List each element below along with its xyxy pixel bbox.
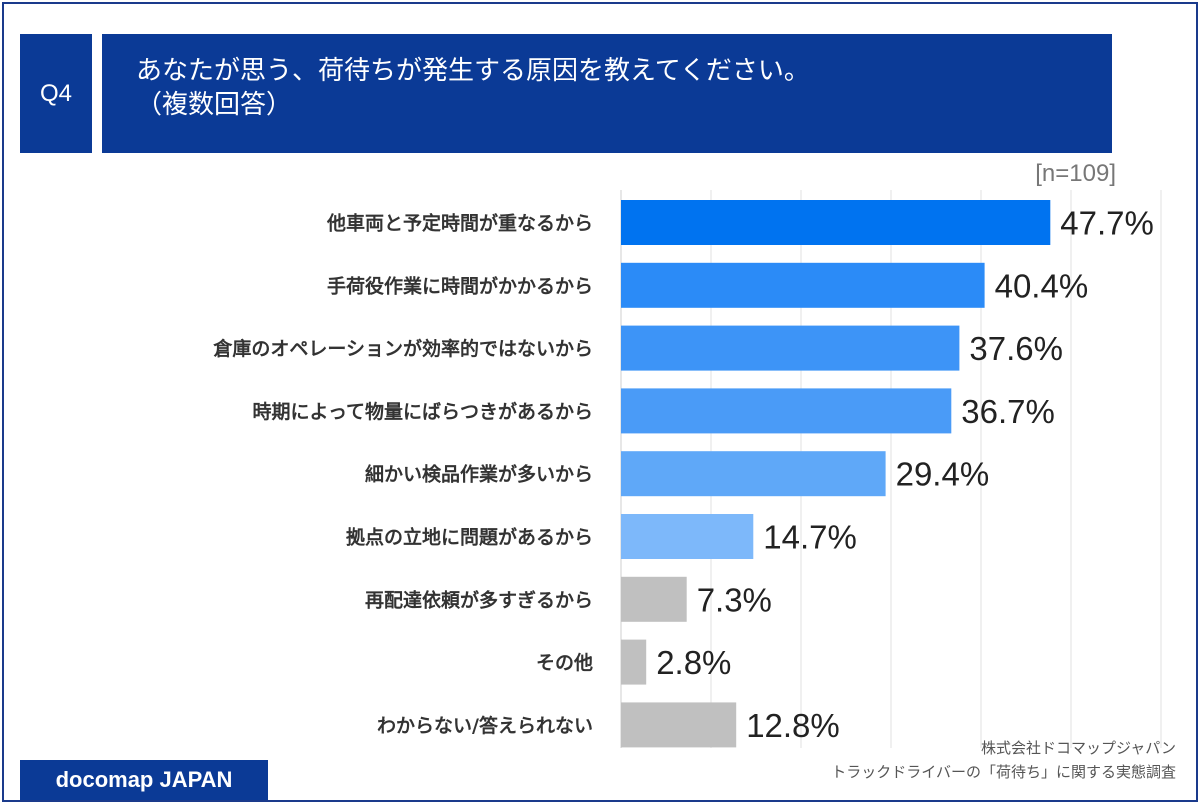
bar [621,262,985,308]
bar [621,514,754,559]
category-label: わからない/答えられない [377,714,593,737]
sample-size-label: [n=109] [1035,160,1116,187]
source-survey: トラックドライバーの「荷待ち」に関する実態調査 [831,763,1176,781]
bar [621,451,886,497]
value-label: 2.8% [656,644,731,681]
category-label: 拠点の立地に問題があるから [346,526,593,549]
value-label: 12.8% [746,707,840,744]
category-label: 再配達依頼が多すぎるから [365,588,593,611]
bar [621,200,1051,245]
value-label: 29.4% [896,456,990,493]
bar [621,639,647,685]
bar [621,576,687,622]
value-label: 7.3% [697,581,772,618]
bar [621,325,960,371]
value-label: 37.6% [969,330,1063,367]
value-label: 40.4% [995,267,1089,304]
question-title-box: あなたが思う、荷待ちが発生する原因を教えてください。 （複数回答） [102,34,1112,153]
source-note: 株式会社ドコマップジャパン トラックドライバーの「荷待ち」に関する実態調査 [831,736,1176,784]
question-number: Q4 [20,34,92,153]
value-label: 14.7% [763,519,857,556]
company-logo: docomap JAPAN [20,760,268,800]
category-label: 時期によって物量にばらつきがあるから [253,400,593,423]
question-title: あなたが思う、荷待ちが発生する原因を教えてください。 [136,56,810,86]
category-label: 手荷役作業に時間がかかるから [327,274,593,297]
bar [621,388,952,434]
category-label: 他車両と予定時間が重なるから [326,212,593,235]
question-subtitle: （複数回答） [136,90,293,120]
source-company: 株式会社ドコマップジャパン [980,739,1176,757]
value-label: 36.7% [961,393,1055,430]
bar [621,702,737,748]
category-label: その他 [536,651,593,674]
value-label: 47.7% [1060,205,1154,242]
category-label: 細かい検品作業が多いから [365,463,593,486]
category-label: 倉庫のオペレーションが効率的ではないから [212,337,593,360]
